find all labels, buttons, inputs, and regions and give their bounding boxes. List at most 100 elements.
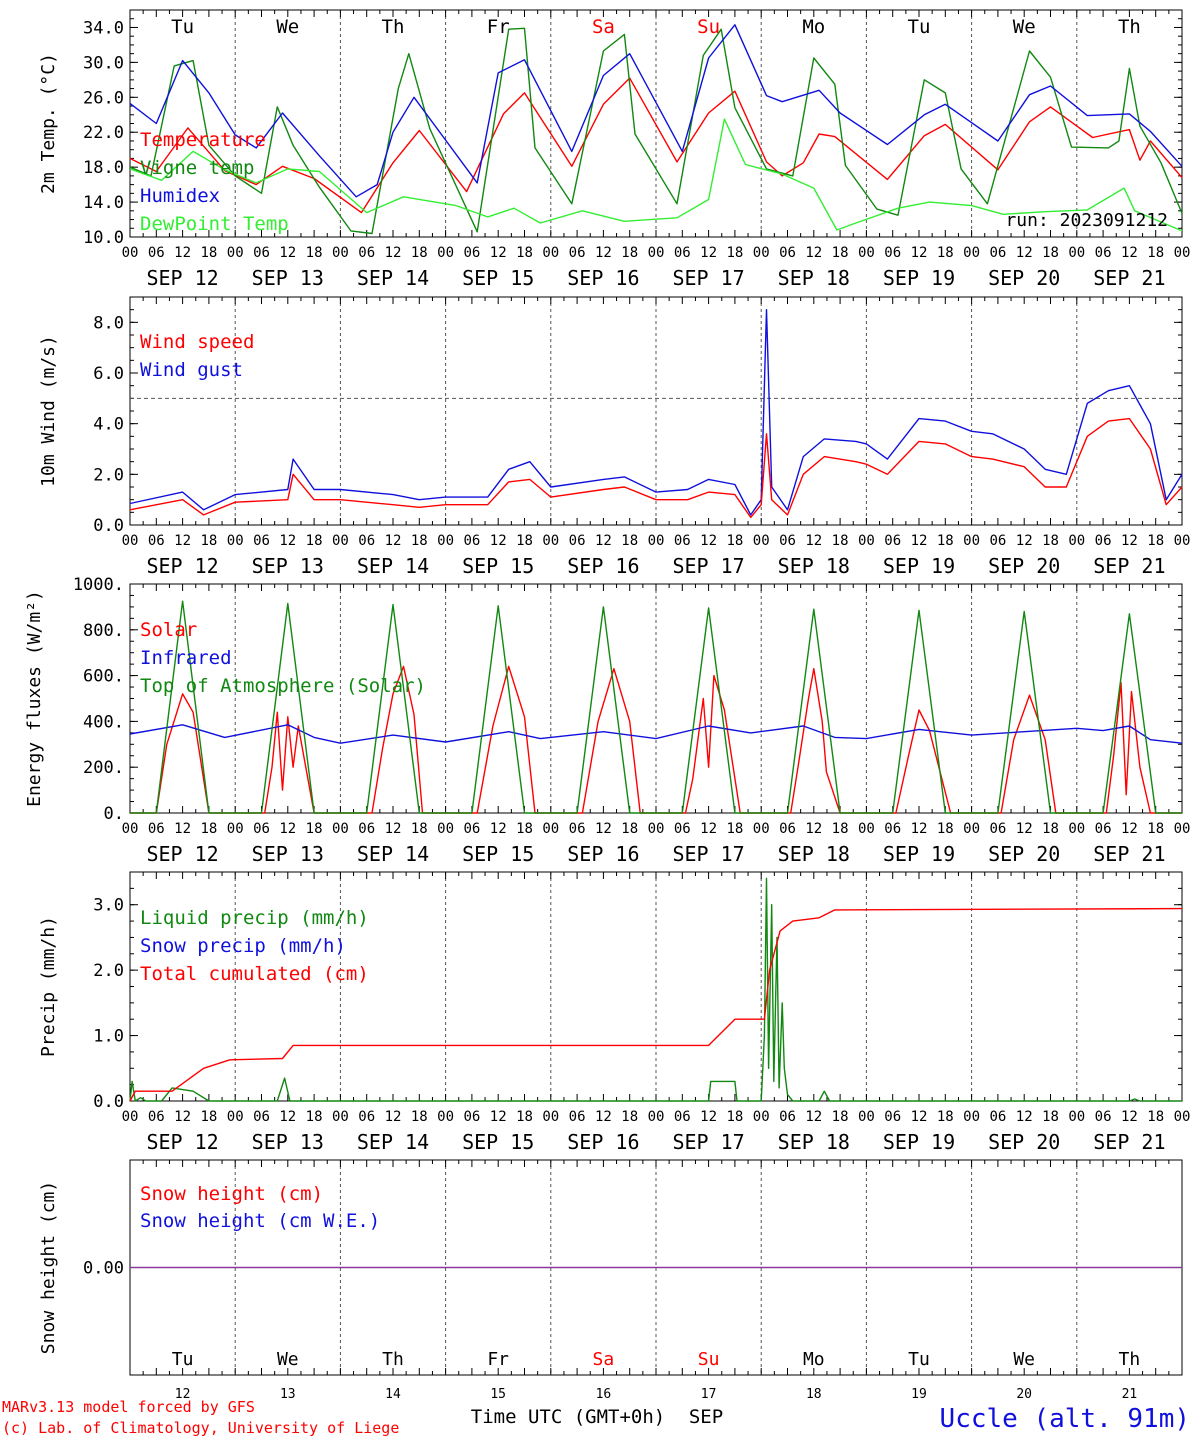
hour-tick-label: 00 xyxy=(1068,245,1085,261)
hour-tick-label: 00 xyxy=(1068,821,1085,837)
y-tick-label: 10.0 xyxy=(83,228,124,248)
hour-tick-label: 06 xyxy=(1095,821,1112,837)
hour-tick-label: 18 xyxy=(621,533,638,549)
legend-entry: Total cumulated (cm) xyxy=(140,963,369,985)
hour-tick-label: 12 xyxy=(385,1109,402,1125)
y-tick-label: 26.0 xyxy=(83,88,124,108)
hour-tick-label: 12 xyxy=(1121,821,1138,837)
weekday-label: Sa xyxy=(593,1349,615,1370)
date-label: SEP 13 xyxy=(252,842,324,866)
hour-tick-label: 00 xyxy=(227,245,244,261)
series-line xyxy=(129,907,1183,1102)
day-number-label: 21 xyxy=(1122,1387,1138,1402)
legend-entry: Humidex xyxy=(140,185,220,207)
hour-tick-label: 06 xyxy=(253,245,270,261)
hour-tick-label: 18 xyxy=(726,245,743,261)
date-label: SEP 17 xyxy=(672,1130,744,1154)
y-tick-label: 6.0 xyxy=(93,364,124,384)
weekday-label: Tu xyxy=(171,16,194,38)
y-tick-label: 1.0 xyxy=(93,1027,124,1047)
hour-tick-label: 00 xyxy=(753,245,770,261)
series-line xyxy=(130,600,1182,814)
y-tick-label: 22.0 xyxy=(83,123,124,143)
y-tick-label: 8.0 xyxy=(93,313,124,333)
weekday-label: Tu xyxy=(908,1349,930,1370)
legend-entry: Snow height (cm) xyxy=(140,1183,323,1205)
hour-tick-label: 00 xyxy=(437,533,454,549)
hour-tick-label: 00 xyxy=(1068,533,1085,549)
y-tick-label: 34.0 xyxy=(83,18,124,38)
y-tick-label: 30.0 xyxy=(83,53,124,73)
hour-tick-label: 00 xyxy=(332,821,349,837)
hour-tick-label: 18 xyxy=(306,1109,323,1125)
weekday-label: Su xyxy=(697,16,720,38)
hour-tick-label: 00 xyxy=(542,1109,559,1125)
hour-tick-label: 12 xyxy=(805,821,822,837)
weekday-label: Fr xyxy=(487,1349,509,1370)
hour-tick-label: 18 xyxy=(306,821,323,837)
series-line xyxy=(129,118,1183,232)
y-tick-label: 2.0 xyxy=(93,961,124,981)
hour-tick-label: 12 xyxy=(911,821,928,837)
hour-tick-label: 12 xyxy=(279,1109,296,1125)
hour-tick-label: 00 xyxy=(542,821,559,837)
hour-tick-label: 06 xyxy=(463,1109,480,1125)
hour-tick-label: 12 xyxy=(700,533,717,549)
hour-tick-label: 12 xyxy=(595,533,612,549)
hour-tick-label: 06 xyxy=(779,1109,796,1125)
hour-tick-label: 12 xyxy=(174,533,191,549)
hour-tick-label: 06 xyxy=(1095,245,1112,261)
hour-tick-label: 00 xyxy=(963,821,980,837)
hour-tick-label: 00 xyxy=(122,1109,139,1125)
hour-tick-label: 00 xyxy=(227,533,244,549)
hour-tick-label: 18 xyxy=(1147,245,1164,261)
day-number-label: 15 xyxy=(490,1387,506,1402)
weekday-label: We xyxy=(276,16,299,38)
hour-tick-label: 06 xyxy=(569,245,586,261)
hour-tick-label: 06 xyxy=(569,821,586,837)
date-label: SEP 14 xyxy=(357,1130,429,1154)
hour-tick-label: 12 xyxy=(279,245,296,261)
weekday-label: Sa xyxy=(592,16,615,38)
hour-tick-label: 06 xyxy=(884,821,901,837)
series-line xyxy=(129,27,1183,235)
hour-tick-label: 06 xyxy=(253,1109,270,1125)
y-tick-label: 14.0 xyxy=(83,193,124,213)
series-line xyxy=(129,417,1183,519)
hour-tick-label: 06 xyxy=(148,533,165,549)
date-label: SEP 12 xyxy=(146,554,218,578)
y-axis-label: 2m Temp. (°C) xyxy=(38,53,59,194)
hour-tick-label: 18 xyxy=(1042,245,1059,261)
date-label: SEP 19 xyxy=(883,266,955,290)
series-line xyxy=(129,24,1183,198)
hour-tick-label: 06 xyxy=(674,245,691,261)
hour-tick-label: 06 xyxy=(1095,533,1112,549)
weekday-label: Su xyxy=(698,1349,720,1370)
hour-tick-label: 06 xyxy=(569,1109,586,1125)
hour-tick-label: 18 xyxy=(516,245,533,261)
hour-tick-label: 00 xyxy=(1174,1109,1191,1125)
hour-tick-label: 06 xyxy=(989,245,1006,261)
day-number-label: 16 xyxy=(596,1387,612,1402)
date-label: SEP 14 xyxy=(357,554,429,578)
hour-tick-label: 12 xyxy=(174,245,191,261)
hour-tick-label: 12 xyxy=(1121,245,1138,261)
hour-tick-label: 06 xyxy=(148,1109,165,1125)
hour-tick-label: 00 xyxy=(542,533,559,549)
hour-tick-label: 00 xyxy=(753,1109,770,1125)
date-label: SEP 20 xyxy=(988,266,1060,290)
hour-tick-label: 18 xyxy=(937,245,954,261)
hour-tick-label: 00 xyxy=(963,533,980,549)
hour-tick-label: 12 xyxy=(1016,533,1033,549)
hour-tick-label: 06 xyxy=(989,1109,1006,1125)
date-label: SEP 17 xyxy=(672,842,744,866)
hour-tick-label: 06 xyxy=(463,533,480,549)
date-label: SEP 15 xyxy=(462,554,534,578)
date-label: SEP 16 xyxy=(567,842,639,866)
date-label: SEP 16 xyxy=(567,1130,639,1154)
date-label: SEP 18 xyxy=(778,1130,850,1154)
legend-entry: Snow precip (mm/h) xyxy=(140,935,346,957)
hour-tick-label: 00 xyxy=(1174,821,1191,837)
date-label: SEP 20 xyxy=(988,1130,1060,1154)
